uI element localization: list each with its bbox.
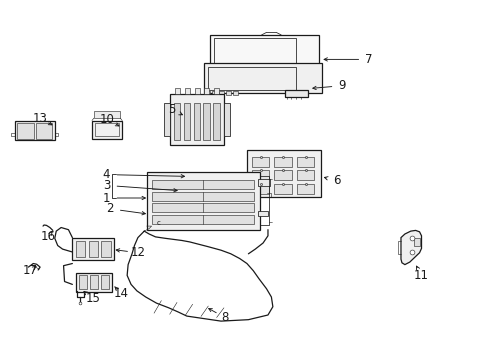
Text: 10: 10	[100, 113, 115, 126]
Text: 3: 3	[102, 179, 110, 192]
Bar	[88, 241, 98, 257]
Bar	[92, 121, 122, 139]
Text: 12: 12	[130, 246, 145, 259]
Bar	[274, 170, 291, 180]
Text: 15: 15	[85, 292, 100, 305]
Bar	[184, 88, 189, 94]
Text: 9: 9	[338, 79, 346, 92]
Bar	[413, 238, 419, 246]
Bar	[219, 91, 224, 95]
Bar	[257, 211, 268, 216]
Text: 13: 13	[33, 112, 47, 125]
Text: 2: 2	[106, 202, 114, 215]
Bar	[284, 90, 307, 97]
Bar	[151, 215, 254, 224]
Bar	[212, 91, 217, 95]
Text: 11: 11	[413, 269, 428, 282]
Bar	[213, 103, 219, 140]
Text: 17: 17	[23, 264, 38, 277]
Bar	[251, 157, 269, 167]
Bar	[257, 179, 269, 186]
Bar	[151, 192, 254, 201]
Text: 5: 5	[168, 103, 176, 116]
Bar	[164, 103, 170, 136]
Bar	[232, 91, 237, 95]
Bar	[72, 238, 114, 260]
Bar	[193, 103, 200, 140]
Bar	[194, 88, 199, 94]
Bar	[210, 35, 318, 66]
Bar	[296, 157, 314, 167]
Text: 1: 1	[102, 192, 110, 204]
Text: c: c	[157, 220, 161, 226]
Bar	[79, 275, 87, 289]
Bar	[36, 123, 52, 139]
Bar	[94, 111, 120, 118]
Bar	[224, 103, 229, 136]
Bar	[146, 172, 260, 230]
Bar	[204, 63, 321, 93]
Bar	[170, 94, 224, 145]
Bar	[214, 88, 219, 94]
Bar	[274, 157, 291, 167]
Bar	[225, 91, 230, 95]
Bar	[274, 184, 291, 194]
Bar	[251, 184, 269, 194]
Bar	[204, 88, 209, 94]
Text: 4: 4	[102, 168, 110, 181]
Polygon shape	[400, 230, 421, 265]
Bar	[251, 170, 269, 180]
Bar	[17, 123, 34, 139]
Text: 14: 14	[114, 287, 128, 300]
Bar	[95, 123, 119, 136]
Bar	[296, 184, 314, 194]
Bar	[214, 38, 296, 63]
Bar	[208, 67, 296, 90]
Bar	[175, 88, 180, 94]
Text: 7: 7	[365, 53, 372, 66]
Text: 8: 8	[221, 311, 228, 324]
Bar	[101, 241, 110, 257]
Bar	[174, 103, 180, 140]
Bar	[296, 170, 314, 180]
Bar	[246, 150, 321, 197]
Bar	[101, 275, 108, 289]
Bar	[90, 275, 98, 289]
Text: 6: 6	[332, 174, 340, 187]
Bar	[15, 121, 55, 140]
Bar	[205, 91, 210, 95]
Bar	[183, 103, 190, 140]
Bar	[203, 103, 209, 140]
Bar	[151, 203, 254, 212]
Text: 16: 16	[41, 230, 55, 243]
Bar	[76, 273, 112, 292]
Bar	[76, 241, 85, 257]
Bar	[151, 180, 254, 189]
